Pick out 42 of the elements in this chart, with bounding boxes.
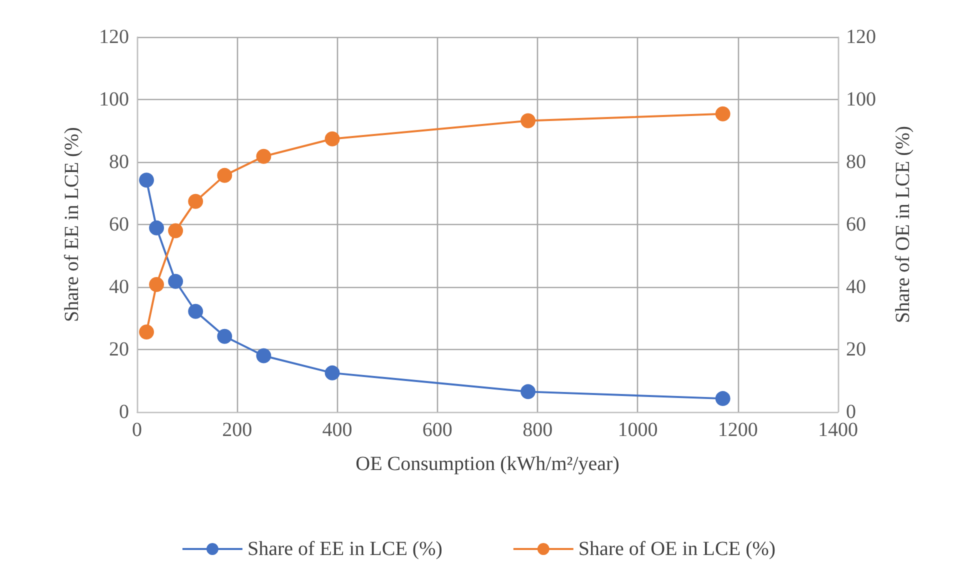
point [168,223,184,238]
x-axis-title: OE Consumption (kWh/m²/year) [356,453,620,475]
y2-tick-label: 20 [846,338,866,360]
x-tick-label: 600 [422,419,452,441]
y-tick-label: 20 [109,338,129,360]
point [324,131,340,146]
point [715,106,730,122]
point [139,324,154,340]
point [188,194,204,209]
y2-tick-label: 60 [846,214,866,236]
legend-label: Share of OE in LCE (%) [578,538,776,560]
y2-tick-label: 40 [846,276,866,298]
point [149,220,164,236]
y-tick-label: 60 [109,214,129,236]
y-tick-label: 80 [109,151,129,173]
y2-tick-label: 80 [846,151,866,173]
x-tick-label: 800 [522,419,553,441]
point [188,304,204,319]
point [149,277,164,292]
point [139,172,154,188]
x-tick-label: 200 [222,419,252,441]
point [217,168,232,183]
point [256,348,272,364]
y2-tick-label: 100 [846,88,876,110]
y2-tick-label: 120 [846,26,876,48]
point [256,148,272,164]
y2-axis-title: Share of OE in LCE (%) [892,126,914,324]
point [324,365,340,380]
y-tick-label: 0 [119,401,129,423]
y-axis-title: Share of EE in LCE (%) [61,127,83,322]
point [520,113,536,128]
x-tick-label: 400 [322,419,352,441]
y-tick-label: 100 [99,88,129,110]
point [217,328,232,344]
legend-label: Share of EE in LCE (%) [247,538,442,560]
x-tick-label: 1200 [718,419,758,441]
point [168,274,184,289]
y-tick-label: 120 [99,26,129,48]
point [520,384,536,400]
x-tick-label: 1000 [618,419,658,441]
y-tick-label: 40 [109,276,129,298]
point [715,391,730,406]
